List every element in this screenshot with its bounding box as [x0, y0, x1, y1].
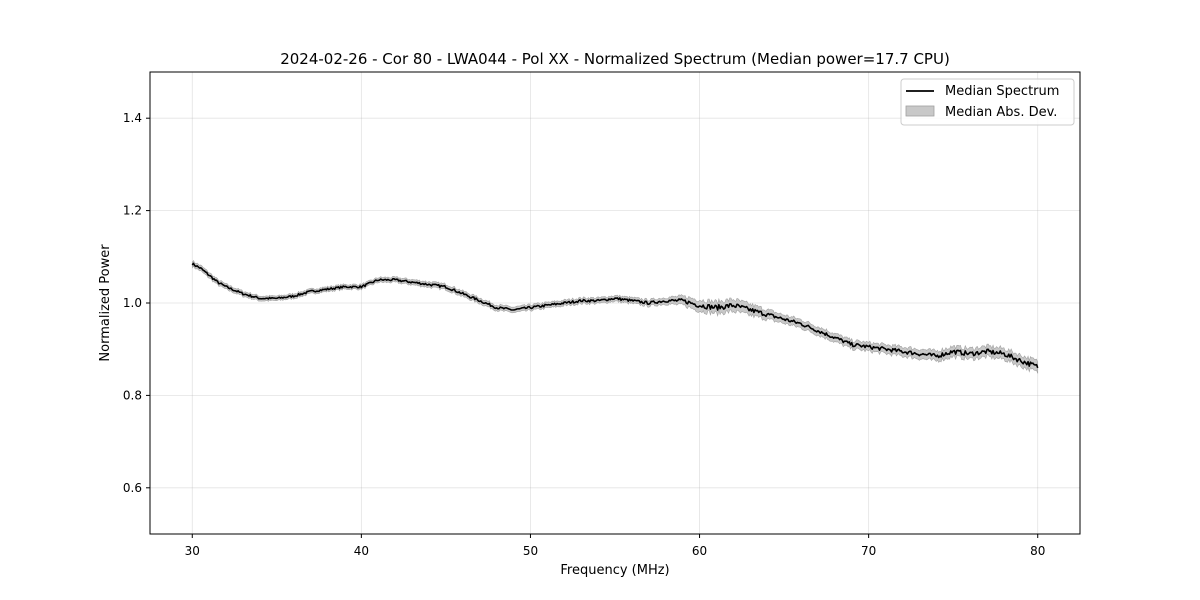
- legend-label-median: Median Spectrum: [945, 84, 1059, 99]
- y-tick-label: 0.6: [123, 481, 142, 495]
- y-tick-label: 1.0: [123, 296, 142, 310]
- legend-frame: [900, 78, 1075, 126]
- legend: Median Spectrum Median Abs. Dev.: [900, 78, 1075, 126]
- x-tick-label: 50: [523, 544, 538, 558]
- mad-band-layer: [191, 260, 1039, 374]
- x-tick-label: 40: [354, 544, 369, 558]
- y-tick-label: 1.2: [123, 204, 142, 218]
- y-axis: 0.6 0.8 1.0 1.2 1.4: [123, 111, 150, 495]
- x-tick-label: 80: [1030, 544, 1045, 558]
- y-tick-label: 1.4: [123, 111, 142, 125]
- median-line-layer: [191, 262, 1039, 369]
- legend-band-swatch: [905, 105, 935, 117]
- x-tick-label: 30: [185, 544, 200, 558]
- x-axis: 30 40 50 60 70 80: [185, 534, 1045, 558]
- x-tick-label: 60: [692, 544, 707, 558]
- y-axis-label: Normalized Power: [98, 244, 113, 362]
- chart-title: 2024-02-26 - Cor 80 - LWA044 - Pol XX - …: [280, 50, 950, 68]
- mad-band: [191, 260, 1039, 374]
- median-spectrum-line: [191, 262, 1039, 369]
- y-tick-label: 0.8: [123, 388, 142, 402]
- legend-label-mad: Median Abs. Dev.: [945, 105, 1057, 120]
- x-tick-label: 70: [861, 544, 876, 558]
- x-axis-label: Frequency (MHz): [560, 563, 669, 578]
